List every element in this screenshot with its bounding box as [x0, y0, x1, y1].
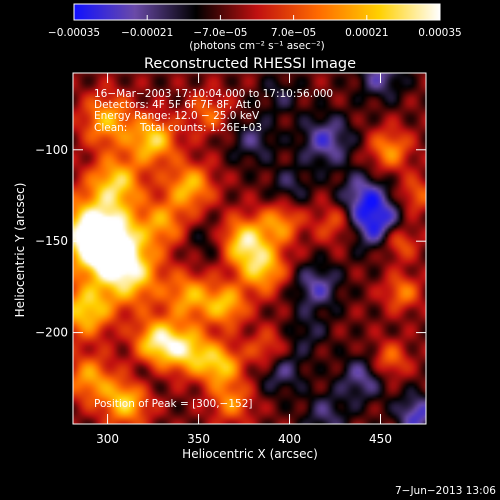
y-axis-ticks: −100 −150 −200 [35, 143, 426, 340]
colorbar-frame [73, 3, 441, 21]
colorbar-tick-label: −7.0e−05 [193, 27, 247, 39]
colorbar-ticks: −0.00035 −0.00021 −7.0e−05 7.0e−05 0.00021 0.… [48, 15, 462, 39]
y-tick-label: −150 [35, 234, 68, 248]
y-tick-label: −200 [35, 326, 68, 340]
y-tick-label: −100 [35, 143, 68, 157]
y-axis-label: Heliocentric Y (arcsec) [13, 183, 27, 318]
annotation-detectors: Detectors: 4F 5F 6F 7F 8F, Att 0 [94, 99, 261, 111]
x-tick-label: 350 [187, 432, 210, 446]
colorbar-tick-label: −0.00021 [121, 27, 173, 39]
heatmap-image [73, 73, 426, 424]
x-tick-label: 450 [369, 432, 392, 446]
colorbar-tick-label: −0.00035 [48, 27, 100, 39]
x-tick-label: 400 [278, 432, 301, 446]
chart-title: Reconstructed RHESSI Image [144, 56, 356, 72]
annotation-energy: Energy Range: 12.0 − 25.0 keV [94, 110, 260, 122]
plot-frame [72, 72, 427, 425]
colorbar-tick-label: 0.00035 [418, 27, 461, 39]
colorbar-unit: (photons cm⁻² s⁻¹ asec⁻²) [189, 40, 324, 52]
x-tick-label: 300 [96, 432, 119, 446]
annotation-clean: Clean: [94, 122, 127, 134]
colorbar-tick-label: 0.00021 [345, 27, 388, 39]
annotation-total-counts: Total counts: 1.26E+03 [139, 122, 262, 134]
colorbar-tick-label: 7.0e−05 [271, 27, 316, 39]
footer-date: 7−Jun−2013 13:06 [395, 485, 496, 497]
x-axis-label: Heliocentric X (arcsec) [182, 447, 318, 461]
annotation-peak: Position of Peak = [300,−152] [94, 398, 253, 410]
x-axis-ticks: 300 350 400 450 [96, 73, 392, 446]
annotation-time-range: 16−Mar−2003 17:10:04.000 to 17:10:56.000 [94, 88, 333, 100]
colorbar [74, 4, 440, 20]
